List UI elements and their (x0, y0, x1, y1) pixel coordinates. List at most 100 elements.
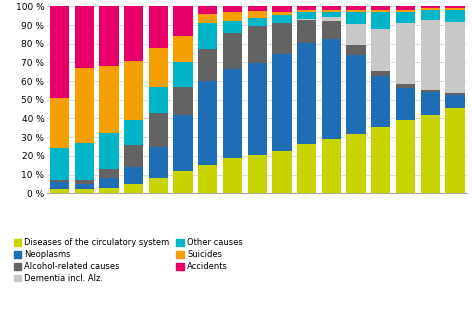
Bar (50, 189, 69, 193)
Bar (75, 184, 94, 189)
Bar (297, 43, 316, 144)
Bar (198, 6, 218, 14)
Bar (149, 113, 168, 147)
Bar (421, 115, 440, 193)
Bar (174, 36, 193, 62)
Bar (50, 148, 69, 180)
Bar (248, 63, 267, 155)
Bar (223, 69, 242, 158)
Bar (223, 6, 242, 12)
Bar (223, 21, 242, 33)
Bar (198, 81, 218, 165)
Bar (149, 178, 168, 193)
Bar (124, 6, 143, 61)
Bar (75, 68, 94, 143)
Bar (421, 10, 440, 20)
Bar (50, 98, 69, 148)
Bar (445, 22, 464, 93)
Bar (272, 12, 292, 15)
Bar (322, 139, 341, 193)
Bar (297, 10, 316, 12)
Bar (174, 87, 193, 115)
Bar (198, 165, 218, 193)
Bar (149, 6, 168, 48)
Bar (198, 23, 218, 49)
Bar (248, 6, 267, 12)
Bar (346, 6, 366, 10)
Bar (371, 10, 390, 12)
Bar (396, 120, 415, 193)
Bar (124, 120, 143, 145)
Bar (371, 71, 390, 76)
Bar (346, 54, 366, 134)
Bar (322, 21, 341, 39)
Bar (396, 12, 415, 24)
Bar (149, 147, 168, 178)
Bar (124, 145, 143, 167)
Bar (174, 6, 193, 36)
Bar (322, 39, 341, 139)
Bar (149, 48, 168, 87)
Bar (445, 108, 464, 193)
Bar (396, 10, 415, 12)
Bar (50, 180, 69, 182)
Bar (322, 6, 341, 10)
Bar (346, 10, 366, 12)
Bar (297, 19, 316, 20)
Bar (99, 178, 118, 188)
Bar (272, 15, 292, 24)
Bar (272, 151, 292, 193)
Bar (174, 115, 193, 171)
Bar (396, 88, 415, 120)
Bar (272, 54, 292, 151)
Bar (396, 84, 415, 88)
Bar (75, 6, 94, 68)
Bar (248, 18, 267, 26)
Bar (99, 6, 118, 66)
Bar (198, 49, 218, 81)
Bar (50, 6, 69, 98)
Bar (174, 171, 193, 193)
Bar (75, 143, 94, 180)
Bar (396, 24, 415, 84)
Bar (297, 20, 316, 43)
Bar (124, 167, 143, 184)
Bar (445, 6, 464, 8)
Bar (174, 62, 193, 87)
Bar (297, 12, 316, 19)
Bar (50, 182, 69, 189)
Bar (99, 188, 118, 193)
Bar (371, 76, 390, 127)
Bar (445, 10, 464, 22)
Bar (99, 66, 118, 133)
Bar (248, 26, 267, 63)
Bar (297, 6, 316, 10)
Bar (371, 6, 390, 10)
Legend: Diseases of the circulatory system, Neoplasms, Alcohol-related causes, Dementia : Diseases of the circulatory system, Neop… (14, 239, 243, 283)
Bar (421, 20, 440, 90)
Bar (371, 12, 390, 29)
Bar (223, 33, 242, 69)
Bar (421, 92, 440, 115)
Bar (371, 29, 390, 71)
Bar (346, 45, 366, 54)
Bar (346, 12, 366, 24)
Bar (272, 6, 292, 12)
Bar (99, 169, 118, 178)
Bar (124, 184, 143, 193)
Bar (421, 90, 440, 92)
Bar (124, 61, 143, 120)
Bar (445, 93, 464, 95)
Bar (248, 155, 267, 193)
Bar (149, 87, 168, 113)
Bar (396, 6, 415, 10)
Bar (322, 12, 341, 17)
Bar (346, 24, 366, 45)
Bar (322, 10, 341, 12)
Bar (445, 95, 464, 108)
Bar (421, 8, 440, 10)
Bar (346, 134, 366, 193)
Bar (272, 24, 292, 54)
Bar (421, 6, 440, 8)
Bar (75, 189, 94, 193)
